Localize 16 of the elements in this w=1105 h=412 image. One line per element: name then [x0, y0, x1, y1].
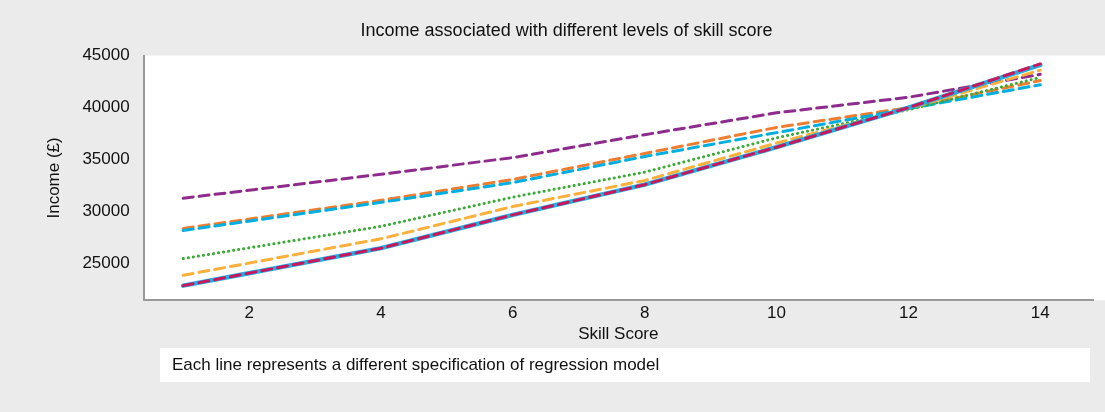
- y-tick-label: 35000: [82, 149, 130, 169]
- x-tick-label: 10: [767, 303, 787, 323]
- chart-title: Income associated with different levels of skill score: [360, 19, 773, 40]
- x-tick-label: 14: [1030, 303, 1050, 323]
- x-tick-label: 2: [244, 303, 254, 323]
- x-tick-label: 12: [898, 303, 918, 323]
- y-tick-label: 30000: [82, 201, 130, 221]
- y-axis-title: Income (£): [43, 137, 63, 219]
- y-tick-label: 25000: [82, 253, 130, 273]
- x-tick-label: 4: [376, 303, 386, 323]
- x-tick-label: 6: [508, 303, 518, 323]
- y-tick-label: 40000: [82, 97, 130, 117]
- x-tick-label: 8: [639, 303, 650, 323]
- y-tick-label: 45000: [82, 45, 130, 65]
- x-axis-title: Skill Score: [578, 324, 659, 344]
- text: Each line represents a different specification of regression model: [160, 348, 1090, 382]
